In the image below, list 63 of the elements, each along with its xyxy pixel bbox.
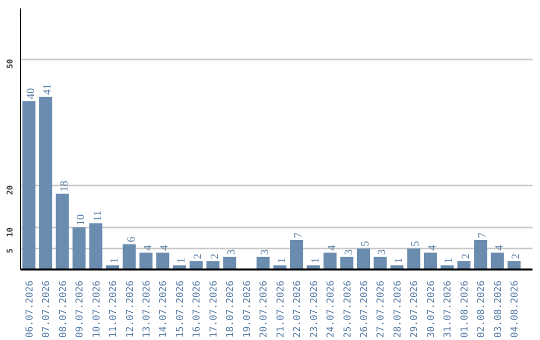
x-tick-label: 27.07.2026	[376, 280, 387, 338]
x-tick-label: 11.07.2026	[108, 280, 120, 338]
data-label: 5	[410, 240, 422, 246]
x-tick-label: 21.07.2026	[275, 280, 286, 338]
data-label: 18	[58, 180, 70, 192]
data-label: 3	[226, 248, 238, 255]
x-tick-label: 12.07.2026	[124, 280, 136, 338]
x-tick-label: 25.07.2026	[342, 280, 354, 338]
x-tick-label: 03.08.2026	[492, 280, 504, 338]
data-label: 1	[175, 258, 188, 264]
x-tick-label: 17.07.2026	[208, 280, 220, 338]
data-label: 41	[42, 84, 54, 95]
data-label: 2	[208, 254, 221, 260]
x-tick-label: 13.07.2026	[141, 280, 152, 338]
data-label: 2	[510, 254, 522, 260]
x-tick-label: 29.07.2026	[409, 280, 420, 338]
x-tick-label: 06.07.2026	[24, 280, 36, 338]
data-label: 4	[426, 244, 438, 251]
y-tick-label: 10	[6, 227, 14, 238]
x-tick-label: 23.07.2026	[308, 280, 320, 338]
data-label: 1	[392, 258, 405, 264]
data-label: 1	[276, 258, 288, 264]
x-tick-label: 16.07.2026	[192, 280, 203, 338]
x-tick-label: 20.07.2026	[258, 280, 270, 338]
data-label: 2	[192, 254, 204, 260]
data-label: 5	[360, 240, 372, 246]
data-label: 4	[142, 244, 154, 251]
data-label: 10	[75, 214, 88, 226]
data-label: 7	[292, 232, 305, 238]
data-label: 2	[460, 254, 472, 260]
x-tick-label: 15.07.2026	[174, 280, 186, 338]
x-tick-label: 08.07.2026	[58, 280, 69, 338]
x-tick-label: 30.07.2026	[426, 280, 437, 338]
x-tick-label: 24.07.2026	[326, 280, 337, 338]
x-tick-label: 09.07.2026	[74, 280, 86, 338]
x-tick-label: 07.07.2026	[41, 280, 52, 338]
x-tick-label: 26.07.2026	[359, 280, 370, 338]
data-label: 6	[125, 236, 138, 242]
x-tick-label: 14.07.2026	[158, 280, 170, 338]
y-tick-label: 50	[6, 58, 14, 69]
data-label: 4	[493, 244, 506, 251]
x-tick-label: 18.07.2026	[225, 280, 236, 338]
data-label: 3	[259, 248, 272, 255]
x-tick-label: 28.07.2026	[392, 280, 404, 338]
data-label: 7	[476, 232, 489, 238]
data-label: 1	[309, 258, 322, 264]
y-tick-label: 5	[6, 248, 14, 254]
x-tick-label: 02.08.2026	[476, 280, 488, 338]
x-tick-label: 01.08.2026	[459, 280, 470, 338]
data-label: 1	[108, 258, 121, 264]
data-label: 11	[92, 210, 104, 222]
x-tick-label: 22.07.2026	[292, 280, 304, 338]
data-label: 4	[158, 244, 171, 251]
y-tick-label: 20	[6, 185, 14, 195]
x-tick-label: 10.07.2026	[91, 280, 102, 338]
data-label: 40	[24, 88, 37, 100]
x-tick-label: 19.07.2026	[242, 280, 253, 338]
x-tick-label: 31.07.2026	[442, 280, 454, 338]
data-label: 3	[376, 248, 388, 255]
data-label: 3	[342, 248, 355, 255]
x-tick-label: 04.08.2026	[510, 280, 521, 338]
data-label: 1	[443, 258, 456, 264]
data-label: 4	[326, 244, 338, 251]
